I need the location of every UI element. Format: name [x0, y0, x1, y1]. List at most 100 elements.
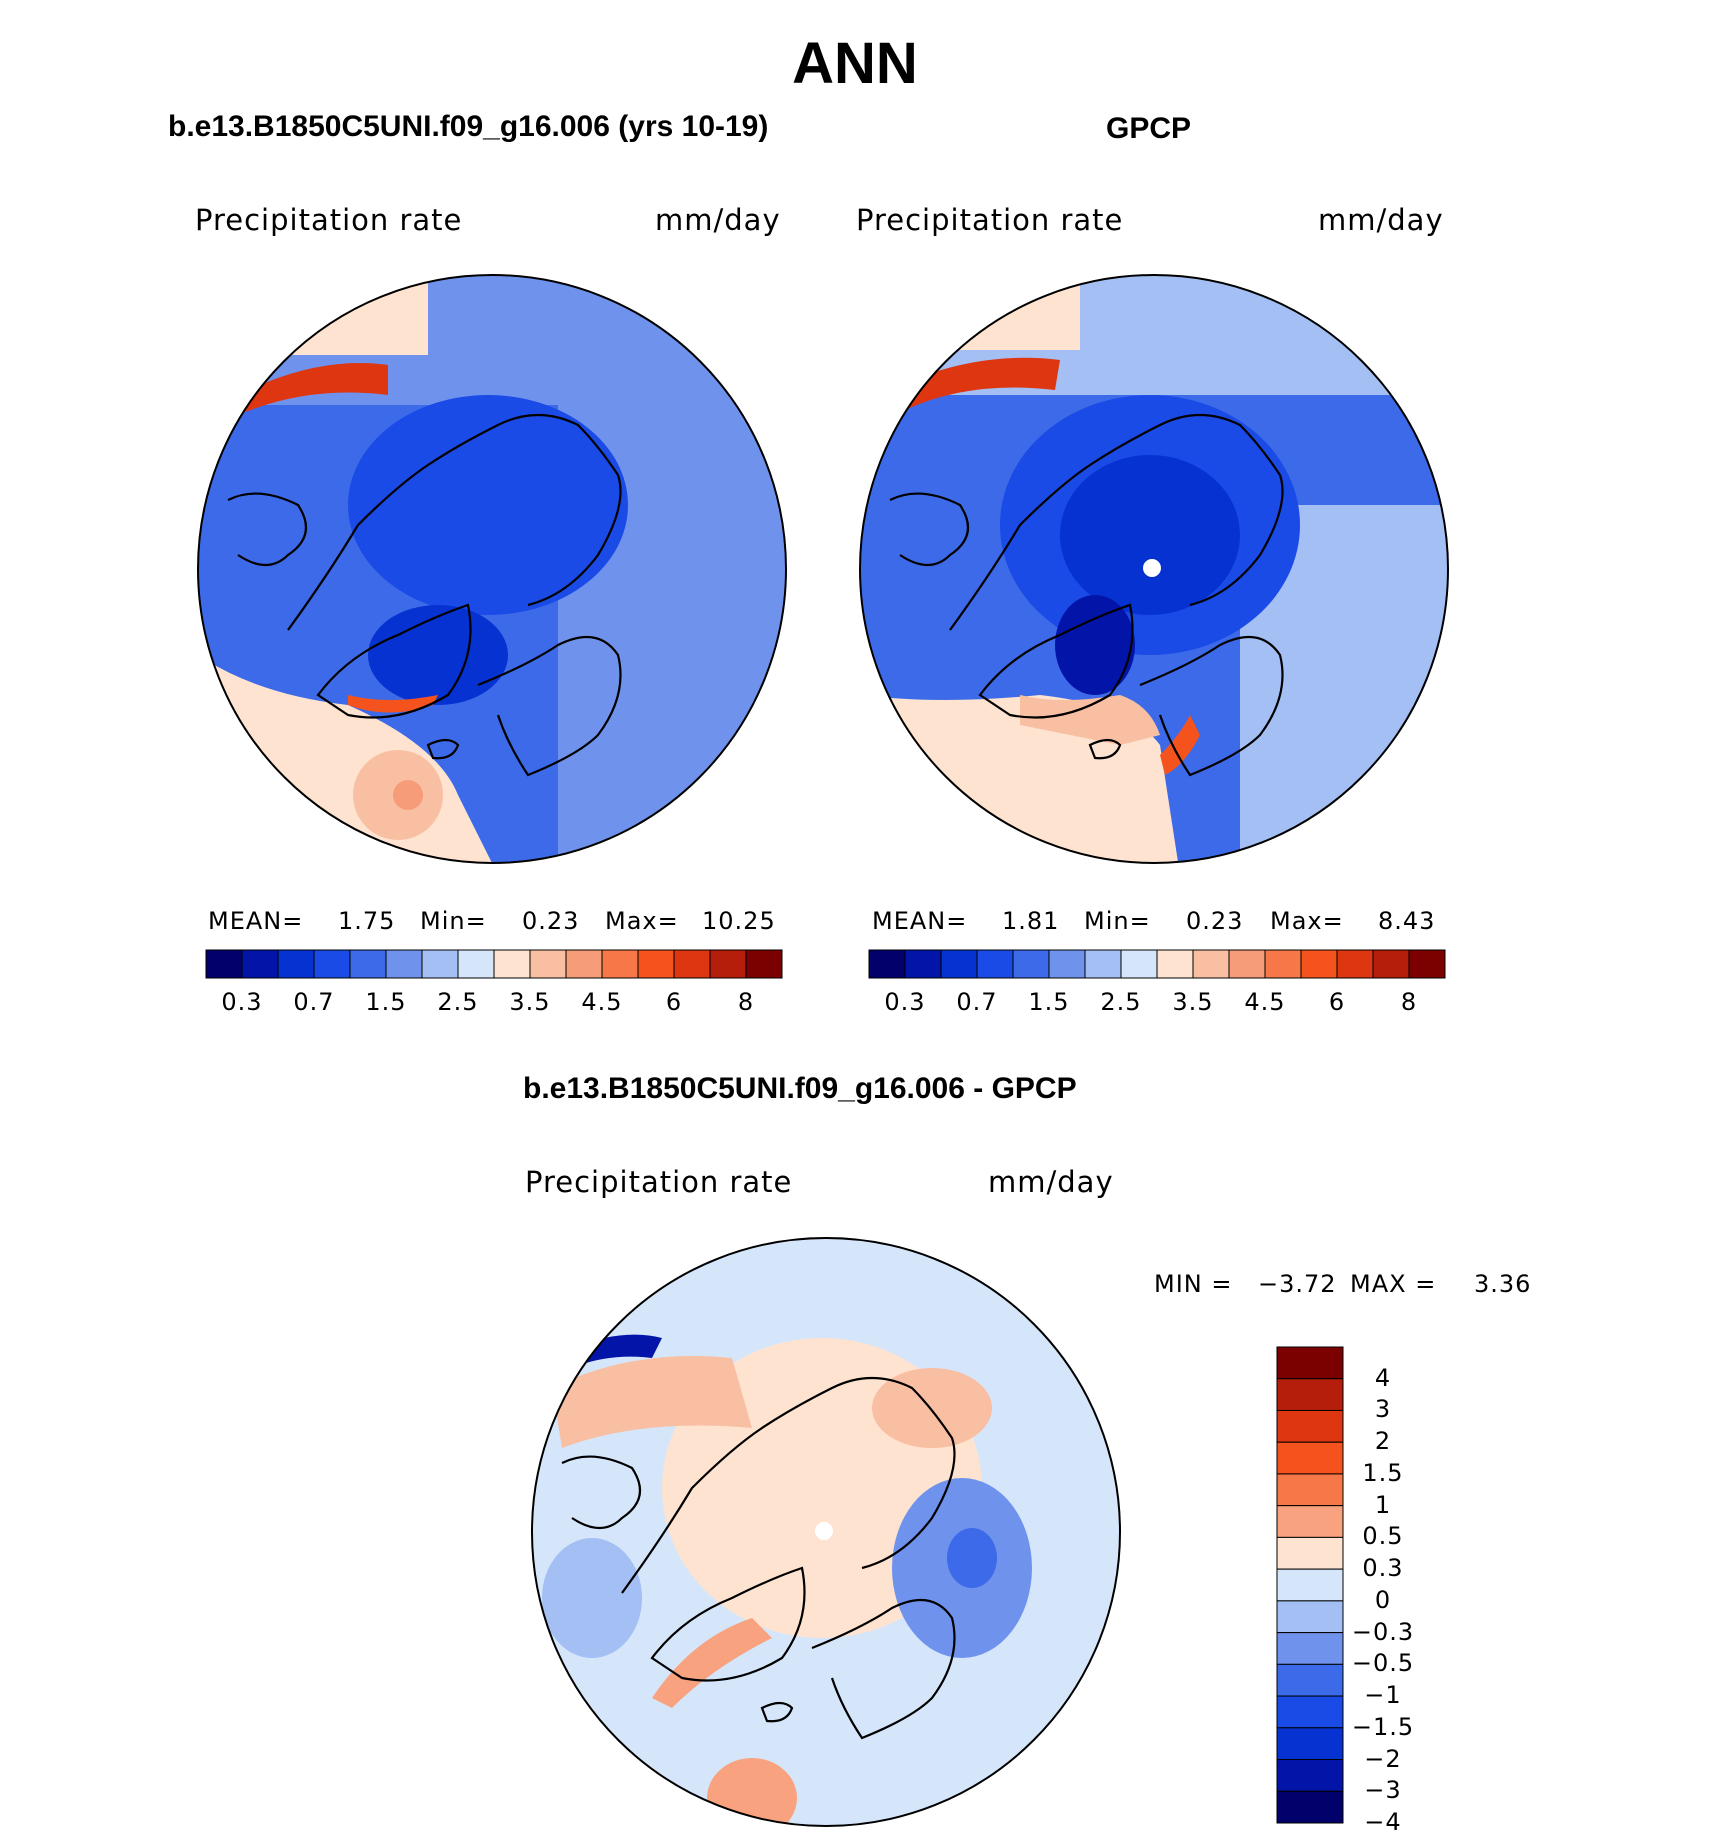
- model-colorbar-swatch: [565, 949, 603, 979]
- model-colorbar-swatch: [421, 949, 459, 979]
- obs-colorbar-swatch: [1228, 949, 1266, 979]
- diff-colorbar: [1276, 1346, 1344, 1824]
- model-colorbar-swatch: [277, 949, 315, 979]
- diff-units-label: mm/day: [988, 1165, 1114, 1199]
- obs-colorbar-swatch: [1264, 949, 1302, 979]
- diff-max-value: 3.36: [1474, 1270, 1532, 1298]
- model-colorbar-swatch: [709, 949, 747, 979]
- obs-colorbar-swatch: [1084, 949, 1122, 979]
- obs-panel-title: GPCP: [1106, 112, 1192, 145]
- diff-colorbar-tick-label: 2: [1374, 1427, 1392, 1456]
- diff-colorbar-swatch: [1276, 1695, 1344, 1729]
- obs-max-label: Max=: [1270, 907, 1344, 935]
- diff-colorbar-tick-label: 0: [1374, 1585, 1392, 1614]
- diff-colorbar-tick-label: 0.5: [1362, 1522, 1404, 1551]
- model-colorbar-tick-label: 1.5: [365, 988, 407, 1016]
- model-colorbar-tick-label: 2.5: [437, 988, 479, 1016]
- diff-colorbar-swatch: [1276, 1473, 1344, 1507]
- diff-colorbar-tick-label: −3: [1364, 1776, 1402, 1805]
- obs-colorbar-tick-label: 8: [1400, 988, 1418, 1016]
- obs-colorbar-swatch: [940, 949, 978, 979]
- obs-mean-value: 1.81: [1002, 907, 1060, 935]
- model-colorbar-tick-label: 4.5: [581, 988, 623, 1016]
- model-polar-map: [197, 274, 787, 864]
- diff-colorbar-tick-label: 1: [1374, 1490, 1392, 1519]
- diff-panel-title: b.e13.B1850C5UNI.f09_g16.006 - GPCP: [523, 1072, 1077, 1105]
- model-colorbar-swatch: [241, 949, 279, 979]
- figure-title: ANN: [792, 31, 918, 96]
- diff-colorbar-swatch: [1276, 1505, 1344, 1538]
- obs-colorbar-tick-label: 0.3: [884, 988, 926, 1016]
- model-max-label: Max=: [605, 907, 679, 935]
- model-mean-value: 1.75: [338, 907, 396, 935]
- diff-colorbar-swatch: [1276, 1632, 1344, 1665]
- diff-min-value: −3.72: [1258, 1270, 1337, 1298]
- obs-colorbar-swatch: [868, 949, 906, 979]
- model-colorbar-tick-label: 8: [737, 988, 755, 1016]
- obs-colorbar-swatch: [1408, 949, 1446, 979]
- diff-colorbar-tick-label: −4: [1364, 1808, 1402, 1836]
- model-colorbar: [205, 949, 783, 979]
- diff-colorbar-swatch: [1276, 1409, 1344, 1443]
- model-colorbar-tick-label: 3.5: [509, 988, 551, 1016]
- model-colorbar-swatch: [313, 949, 351, 979]
- model-colorbar-swatch: [349, 949, 387, 979]
- obs-colorbar-tick-label: 4.5: [1244, 988, 1286, 1016]
- obs-colorbar-swatch: [1336, 949, 1374, 979]
- diff-max-label: MAX =: [1350, 1270, 1437, 1298]
- model-max-value: 10.25: [702, 907, 776, 935]
- obs-polar-map: [859, 274, 1449, 864]
- model-min-label: Min=: [420, 907, 487, 935]
- obs-colorbar-swatch: [1372, 949, 1410, 979]
- model-colorbar-tick-label: 0.7: [293, 988, 335, 1016]
- model-colorbar-swatch: [205, 949, 243, 979]
- obs-colorbar-swatch: [904, 949, 942, 979]
- diff-colorbar-swatch: [1276, 1663, 1344, 1697]
- model-mean-label: MEAN=: [208, 907, 304, 935]
- obs-colorbar-tick-label: 6: [1328, 988, 1346, 1016]
- diff-colorbar-tick-label: −1.5: [1351, 1712, 1415, 1741]
- obs-colorbar-tick-label: 1.5: [1028, 988, 1070, 1016]
- obs-colorbar: [868, 949, 1446, 979]
- model-colorbar-tick-label: 6: [665, 988, 683, 1016]
- diff-colorbar-tick-label: 4: [1374, 1363, 1392, 1392]
- model-variable-label: Precipitation rate: [195, 203, 463, 237]
- diff-colorbar-tick-label: −0.3: [1351, 1617, 1415, 1646]
- obs-colorbar-swatch: [976, 949, 1014, 979]
- model-colorbar-swatch: [529, 949, 567, 979]
- obs-colorbar-swatch: [1192, 949, 1230, 979]
- model-colorbar-tick-label: 0.3: [221, 988, 263, 1016]
- model-colorbar-swatch: [493, 949, 531, 979]
- obs-colorbar-swatch: [1120, 949, 1158, 979]
- diff-colorbar-tick-label: 3: [1374, 1395, 1392, 1424]
- model-colorbar-swatch: [385, 949, 423, 979]
- diff-polar-map: [531, 1237, 1121, 1827]
- model-colorbar-swatch: [673, 949, 711, 979]
- diff-colorbar-swatch: [1276, 1727, 1344, 1761]
- model-colorbar-swatch: [457, 949, 495, 979]
- model-colorbar-swatch: [745, 949, 783, 979]
- diff-colorbar-tick-label: −1: [1364, 1681, 1402, 1710]
- obs-colorbar-swatch: [1048, 949, 1086, 979]
- diff-colorbar-tick-label: 0.3: [1362, 1554, 1404, 1583]
- obs-colorbar-tick-label: 0.7: [956, 988, 998, 1016]
- obs-min-value: 0.23: [1186, 907, 1244, 935]
- diff-colorbar-tick-label: −0.5: [1351, 1649, 1415, 1678]
- obs-mean-label: MEAN=: [872, 907, 968, 935]
- model-colorbar-swatch: [637, 949, 675, 979]
- model-min-value: 0.23: [522, 907, 580, 935]
- diff-colorbar-swatch: [1276, 1790, 1344, 1824]
- diff-colorbar-swatch: [1276, 1378, 1344, 1411]
- diff-colorbar-swatch: [1276, 1568, 1344, 1602]
- diff-colorbar-swatch: [1276, 1346, 1344, 1380]
- obs-units-label: mm/day: [1318, 203, 1444, 237]
- obs-colorbar-swatch: [1012, 949, 1050, 979]
- obs-min-label: Min=: [1084, 907, 1151, 935]
- diff-colorbar-swatch: [1276, 1441, 1344, 1475]
- diff-colorbar-tick-label: 1.5: [1362, 1458, 1404, 1487]
- model-panel-title: b.e13.B1850C5UNI.f09_g16.006 (yrs 10-19): [168, 110, 769, 143]
- obs-colorbar-swatch: [1300, 949, 1338, 979]
- diff-colorbar-swatch: [1276, 1536, 1344, 1570]
- obs-colorbar-tick-label: 3.5: [1172, 988, 1214, 1016]
